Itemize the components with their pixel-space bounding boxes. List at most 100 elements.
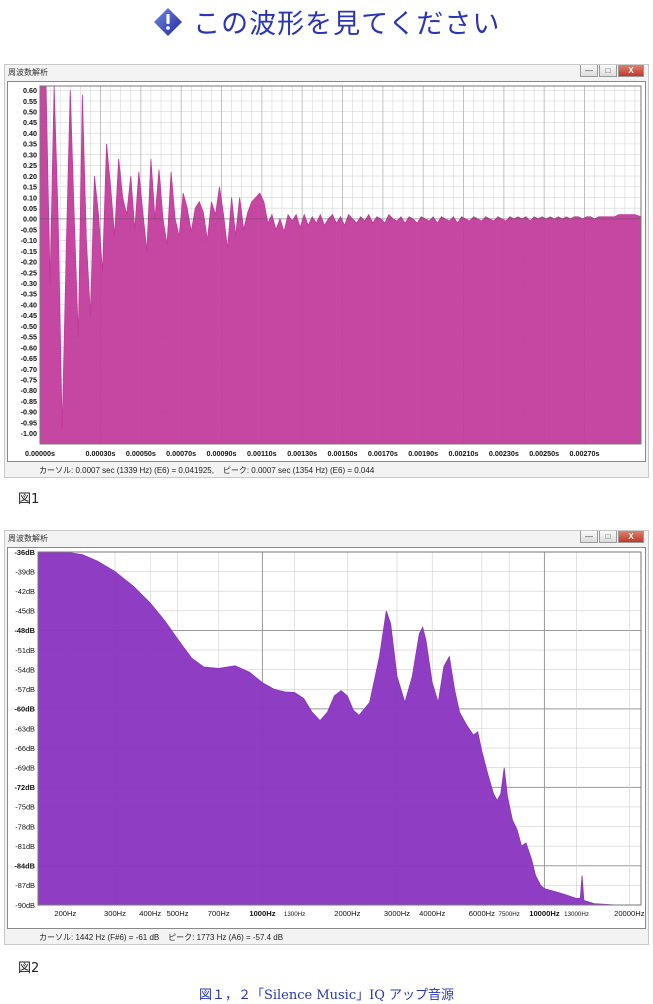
y-tick-label: -51dB — [15, 646, 35, 655]
chart-window-2: 周波数解析 — □ X -36dB -39dB -42dB -45dB -48dB -51… — [4, 530, 649, 945]
y-tick-label: -36dB — [14, 548, 35, 557]
x-tick-label: 0.00130s — [287, 449, 317, 458]
y-tick-label: -63dB — [15, 724, 35, 733]
y-tick-label: -0.15 — [21, 247, 37, 256]
y-tick-label: -0.10 — [21, 236, 37, 245]
y-tick-label: -0.60 — [21, 343, 37, 352]
y-tick-label: -0.05 — [21, 225, 37, 234]
y-tick-label: -0.35 — [21, 290, 37, 299]
x-tick-label: 300Hz — [104, 909, 126, 918]
x-tick-label: 2000Hz — [334, 909, 360, 918]
window-controls: — □ X — [580, 65, 644, 79]
x-tick-label: 700Hz — [208, 909, 230, 918]
y-tick-label: 0.50 — [23, 108, 37, 117]
figure-label-2: 図2 — [18, 961, 40, 976]
x-tick-label: 6000Hz — [469, 909, 495, 918]
y-tick-label: -90dB — [15, 901, 35, 910]
figure-label-1: 図1 — [18, 492, 40, 507]
y-tick-label: -0.85 — [21, 397, 37, 406]
y-tick-label: 0.25 — [23, 161, 37, 170]
y-tick-label: -42dB — [15, 587, 35, 596]
spectrum-chart: -36dB -39dB -42dB -45dB -48dB -51dB -54dB -57dB… — [14, 548, 645, 918]
y-tick-label: -0.40 — [21, 300, 37, 309]
x-tick-label: 0.00110s — [247, 449, 277, 458]
x-tick-label: 0.00050s — [126, 449, 156, 458]
maximize-button[interactable]: □ — [599, 531, 617, 543]
page-title: この波形を見てください — [193, 9, 501, 40]
window-controls: — □ X — [580, 531, 644, 545]
y-tick-label: -0.70 — [21, 365, 37, 374]
window-title: 周波数解析 — [8, 534, 48, 543]
x-tick-label: 500Hz — [167, 909, 189, 918]
x-tick-label: 0.00090s — [207, 449, 237, 458]
y-tick-label: 0.55 — [23, 97, 37, 106]
y-tick-label: -60dB — [14, 705, 35, 714]
x-tick-label: 400Hz — [139, 909, 161, 918]
y-tick-label: -0.20 — [21, 258, 37, 267]
y-tick-label: -1.00 — [21, 429, 37, 438]
page-title-banner: この波形を見てください — [0, 2, 653, 40]
y-tick-label: -0.95 — [21, 418, 37, 427]
x-tick-label: 0.00150s — [328, 449, 358, 458]
exclamation-diamond-icon — [153, 7, 182, 36]
x-tick-label: 7500Hz — [499, 911, 520, 918]
x-tick-label: 0.00000s — [25, 449, 55, 458]
y-tick-label: -81dB — [15, 842, 35, 851]
x-tick-label: 200Hz — [54, 909, 76, 918]
y-tick-label: 0.20 — [23, 172, 37, 181]
window-title: 周波数解析 — [8, 68, 48, 77]
y-tick-label: -57dB — [15, 685, 35, 694]
x-tick-label: 1000Hz — [249, 909, 275, 918]
waveform-chart: 0.60 0.55 0.500.45 0.40 0.350.30 0.25 0.20 0.15… — [21, 85, 642, 458]
x-tick-label: 0.00210s — [449, 449, 479, 458]
status-bar-text: カーソル: 0.0007 sec (1339 Hz) (E6) = 0.0419… — [39, 466, 375, 475]
plot-area-2[interactable]: -36dB -39dB -42dB -45dB -48dB -51dB -54dB -57dB… — [7, 547, 646, 929]
x-tick-label: 20000Hz — [614, 909, 645, 918]
y-tick-label: 0.30 — [23, 150, 37, 159]
x-tick-label: 13000Hz — [564, 911, 589, 918]
plot-frame — [37, 551, 642, 906]
y-tick-label: 0.10 — [23, 193, 37, 202]
x-tick-label: 0.00030s — [86, 449, 116, 458]
figure-caption: 図１，２「Silence Music」IQ アップ音源 — [198, 988, 455, 1003]
x-tick-label: 4000Hz — [419, 909, 445, 918]
x-tick-label: 0.00070s — [166, 449, 196, 458]
plot-frame — [39, 85, 642, 445]
x-tick-label: 10000Hz — [529, 909, 560, 918]
x-tick-label: 0.00250s — [529, 449, 559, 458]
waveform-area — [39, 85, 642, 445]
y-tick-label: -84dB — [14, 862, 35, 871]
minimize-button[interactable]: — — [580, 531, 598, 543]
y-tick-label: 0.35 — [23, 140, 37, 149]
x-tick-label: 1300Hz — [284, 911, 305, 918]
y-tick-label: -54dB — [15, 665, 35, 674]
y-tick-label: 0.00 — [23, 215, 37, 224]
x-tick-label: 0.00170s — [368, 449, 398, 458]
y-tick-label: -0.80 — [21, 386, 37, 395]
minimize-button[interactable]: — — [580, 65, 598, 77]
plot-area-1[interactable]: 0.60 0.55 0.50 0.45 0.40 0.35 0.30 0.25 0.20 0.15… — [7, 81, 646, 462]
close-button[interactable]: X — [618, 531, 644, 543]
y-tick-label: -45dB — [15, 607, 35, 616]
y-tick-label: -39dB — [15, 567, 35, 576]
y-tick-label: -0.25 — [21, 268, 37, 277]
y-tick-label: -72dB — [14, 783, 35, 792]
y-tick-label: -0.50 — [21, 322, 37, 331]
y-tick-label: 0.05 — [23, 204, 37, 213]
y-tick-label: -0.55 — [21, 333, 37, 342]
y-tick-label: 0.40 — [23, 129, 37, 138]
y-tick-label: -48dB — [14, 626, 35, 635]
y-tick-label: -0.75 — [21, 375, 37, 384]
close-button[interactable]: X — [618, 65, 644, 77]
x-tick-label: 0.00270s — [570, 449, 600, 458]
y-tick-label: -0.45 — [21, 311, 37, 320]
spectrum-area — [37, 551, 641, 906]
y-tick-label: -69dB — [15, 764, 35, 773]
y-tick-label: -66dB — [15, 744, 35, 753]
x-tick-label: 0.00190s — [408, 449, 438, 458]
maximize-button[interactable]: □ — [599, 65, 617, 77]
y-tick-label: 0.15 — [23, 183, 37, 192]
x-tick-label: 0.00230s — [489, 449, 519, 458]
chart-window-1: 周波数解析 — □ X 0.60 0.55 0.50 0.45 0.40 0.35 0.30… — [4, 64, 649, 478]
y-tick-label: -78dB — [15, 822, 35, 831]
